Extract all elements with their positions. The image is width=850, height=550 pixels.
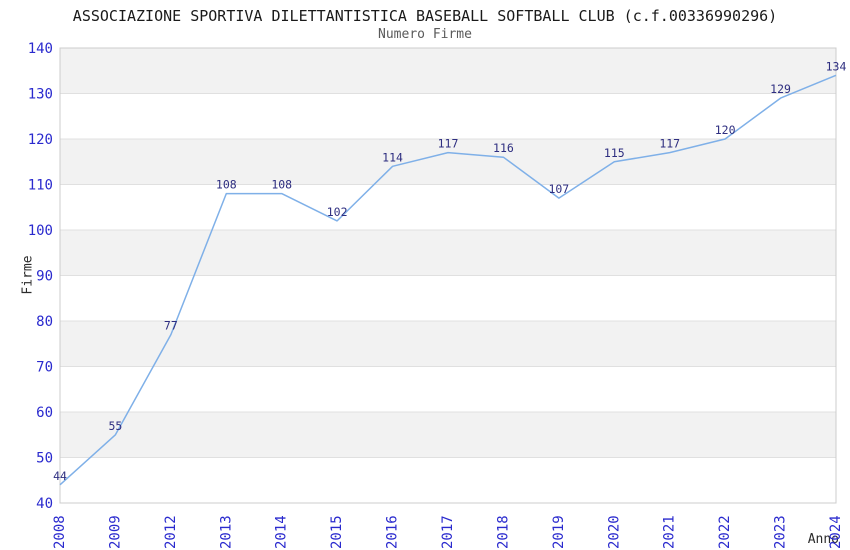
plot-band xyxy=(60,321,836,367)
x-tick-label: 2016 xyxy=(385,515,401,549)
plot-border xyxy=(59,47,837,504)
x-tick-label: 2014 xyxy=(274,515,290,549)
y-tick-label: 50 xyxy=(36,451,53,467)
series-line xyxy=(59,74,837,486)
y-tick-label: 80 xyxy=(36,314,53,330)
y-tick-label: 40 xyxy=(36,496,53,512)
x-tick-label: 2021 xyxy=(662,515,678,549)
x-axis-title: Anno xyxy=(807,532,839,547)
y-tick-label: 120 xyxy=(28,132,53,148)
x-tick-label: 2018 xyxy=(495,515,511,549)
x-tick-label: 2023 xyxy=(773,515,789,549)
chart-title: ASSOCIAZIONE SPORTIVA DILETTANTISTICA BA… xyxy=(72,7,778,25)
data-label: 115 xyxy=(604,146,625,160)
x-tick-label: 2019 xyxy=(551,515,567,549)
data-label: 117 xyxy=(659,137,680,151)
plot-band xyxy=(60,412,836,458)
data-label: 77 xyxy=(164,319,178,333)
y-tick-label: 100 xyxy=(28,223,53,239)
y-tick-label: 90 xyxy=(36,269,53,285)
data-label: 107 xyxy=(548,182,569,196)
data-label: 102 xyxy=(327,205,348,219)
plot-band xyxy=(60,48,836,94)
data-label: 44 xyxy=(53,469,67,483)
data-label: 120 xyxy=(715,123,736,137)
x-tick-label: 2013 xyxy=(218,515,234,549)
chart-subtitle: Numero Firme xyxy=(378,27,472,42)
x-tick-label: 2009 xyxy=(107,515,123,549)
y-tick-label: 70 xyxy=(36,360,53,376)
data-label: 55 xyxy=(108,419,122,433)
y-tick-label: 110 xyxy=(28,178,53,194)
data-label: 108 xyxy=(216,178,237,192)
data-label: 117 xyxy=(438,137,459,151)
data-label: 114 xyxy=(382,150,403,164)
data-label: 108 xyxy=(271,178,292,192)
x-tick-label: 2017 xyxy=(440,515,456,549)
y-tick-label: 130 xyxy=(28,87,53,103)
plot-band xyxy=(60,139,836,185)
data-label: 116 xyxy=(493,141,514,155)
x-tick-label: 2020 xyxy=(606,515,622,549)
y-tick-label: 60 xyxy=(36,405,53,421)
plot-band xyxy=(60,230,836,276)
x-tick-label: 2012 xyxy=(163,515,179,549)
y-tick-label: 140 xyxy=(28,41,53,57)
x-tick-label: 2015 xyxy=(329,515,345,549)
data-label: 134 xyxy=(826,59,847,73)
x-tick-label: 2008 xyxy=(52,515,68,549)
data-label: 129 xyxy=(770,82,791,96)
x-tick-label: 2024 xyxy=(828,515,844,549)
x-tick-label: 2022 xyxy=(717,515,733,549)
